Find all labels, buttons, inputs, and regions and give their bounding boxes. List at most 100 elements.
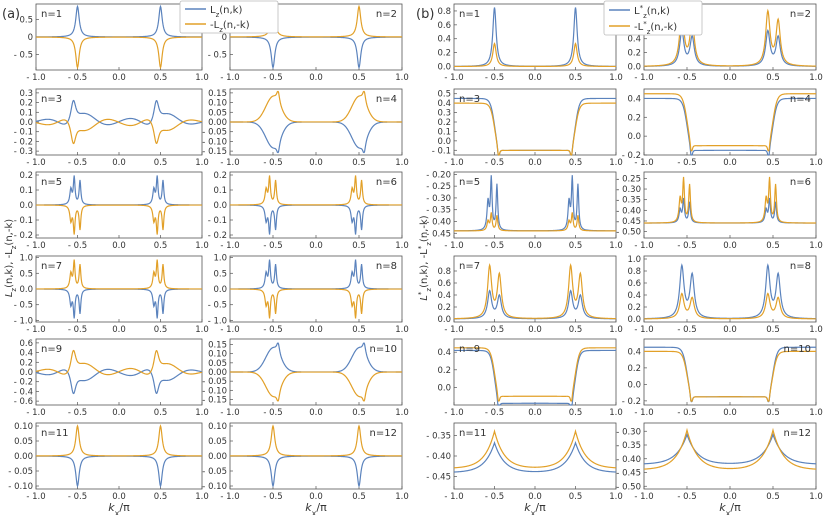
series-line-orange bbox=[35, 36, 203, 70]
x-tick-label: 0.5 bbox=[569, 73, 583, 83]
subplot-n-label: n=9 bbox=[41, 344, 62, 355]
y-tick-label: 0.8 bbox=[437, 7, 451, 17]
y-tick-label: - 0.50 bbox=[616, 228, 641, 238]
y-tick-label: 0.0 bbox=[19, 285, 33, 295]
x-tick-label: 0.5 bbox=[352, 325, 366, 335]
y-tick-label: 0.00 bbox=[14, 452, 33, 462]
y-tick-label: 0.4 bbox=[627, 347, 641, 357]
y-tick-label: - 0.45 bbox=[426, 473, 451, 483]
panel-label-b: (b) bbox=[416, 7, 434, 22]
x-tick-label: - 0.5 bbox=[485, 241, 504, 251]
subplot-n5-b: - 0.20 - 0.25 - 0.30 - 0.35 - 0.40- 0.45 - 1.… bbox=[426, 170, 622, 251]
x-tick-label: - 1.0 bbox=[634, 241, 653, 251]
x-tick-label: 0.5 bbox=[569, 241, 583, 251]
y-tick-label: - 0.25 bbox=[426, 182, 451, 192]
subplot-n-label: n=9 bbox=[459, 344, 480, 355]
legend-b: L*z(n,k) -L*z(n,-k) bbox=[603, 0, 703, 36]
x-tick-label: - 0.5 bbox=[485, 73, 504, 83]
y-tick-label: 0.4 bbox=[627, 94, 641, 104]
y-tick-label: 0.10 bbox=[14, 422, 33, 432]
y-tick-label: 0.4 bbox=[19, 349, 33, 359]
y-tick-label: 0.0 bbox=[627, 132, 641, 142]
y-tick-label: 0.2 bbox=[19, 171, 33, 181]
y-tick-label: 0.00 bbox=[208, 118, 227, 128]
series-line-orange bbox=[644, 292, 816, 320]
x-tick-label: - 1.0 bbox=[26, 325, 45, 335]
x-tick-label: 0.5 bbox=[569, 325, 583, 335]
x-tick-label: - 1.0 bbox=[444, 241, 463, 251]
y-tick-label: - 0.2 bbox=[14, 378, 33, 388]
x-tick-label: - 1.0 bbox=[26, 408, 45, 418]
series-line-orange bbox=[454, 42, 616, 68]
x-tick-label: 0.0 bbox=[112, 325, 126, 335]
y-tick-label: - 0.10 bbox=[8, 482, 33, 492]
series-line-orange bbox=[453, 262, 617, 320]
x-tick-label: - 1.0 bbox=[444, 73, 463, 83]
y-tick-label: - 0.25 bbox=[616, 174, 641, 184]
x-tick-label: - 0.5 bbox=[68, 241, 87, 251]
y-tick-label: 0.4 bbox=[437, 348, 451, 358]
subplot-n-label: n=6 bbox=[790, 177, 811, 188]
x-tick-label: - 0.5 bbox=[263, 325, 282, 335]
y-tick-label: 0.2 bbox=[19, 358, 33, 368]
y-tick-label: - 0.35 bbox=[616, 196, 641, 206]
x-tick-label: 0.0 bbox=[309, 325, 323, 335]
series-line-orange bbox=[229, 4, 403, 38]
y-tick-label: 0.15 bbox=[208, 341, 227, 351]
x-tick-label: 1.0 bbox=[809, 241, 823, 251]
y-tick-label: - 0.2 bbox=[622, 397, 641, 407]
subplot-n6-b: - 0.25- 0.30- 0.35- 0.40- 0.45- 0.50 - 1.… bbox=[616, 171, 823, 251]
x-tick-label: 1.0 bbox=[609, 492, 623, 502]
y-tick-label: - 0.40 bbox=[426, 452, 451, 462]
subplot-n-label: n=3 bbox=[459, 94, 480, 105]
y-tick-label: 0.8 bbox=[437, 267, 451, 277]
y-tick-label: 0.00 bbox=[208, 452, 227, 462]
x-tick-label: 0.0 bbox=[309, 158, 323, 168]
y-tick-label: - 0.1 bbox=[432, 146, 451, 156]
x-tick-label: 0.0 bbox=[528, 73, 542, 83]
y-tick-label: - 0.20 bbox=[426, 170, 451, 180]
y-tick-label: 0.4 bbox=[437, 35, 451, 45]
x-tick-label: - 1.0 bbox=[220, 408, 239, 418]
x-tick-label: - 1.0 bbox=[444, 492, 463, 502]
subplot-n9-b: 0.4 0.2 0.0 - 1.0 - 0.5 0.0 0.5 1.0 n=9 bbox=[437, 338, 623, 418]
y-tick-label: 0.0 bbox=[437, 315, 451, 325]
y-tick-label: 0.2 bbox=[627, 303, 641, 313]
x-tick-label: 1.0 bbox=[195, 73, 209, 83]
subplot-n10-b: 0.4 0.2 0.0 - 0.2- 1.0 - 0.5 0.0 0.5 1.0 n=10 bbox=[622, 338, 823, 418]
subplot-n4-a: 0.150.100.050.00- 0.05- 0.10- 0.15- 1.0 -… bbox=[202, 88, 409, 168]
y-tick-label: 0.05 bbox=[208, 108, 227, 118]
y-tick-label: - 0.40 bbox=[426, 218, 451, 228]
x-tick-label: 1.0 bbox=[809, 158, 823, 168]
series-line-orange bbox=[644, 176, 816, 224]
y-tick-label: - 0.10 bbox=[202, 386, 227, 396]
x-tick-label: - 1.0 bbox=[444, 158, 463, 168]
subplot-n12-a: 0.10 0.05 0.00 - 0.05 - 0.10- 1.0 - 0.5 0.0 0.5… bbox=[202, 422, 408, 502]
x-tick-label: 1.0 bbox=[395, 158, 409, 168]
y-tick-label: - 0.4 bbox=[14, 387, 33, 397]
x-tick-label: - 0.5 bbox=[485, 408, 504, 418]
x-tick-label: 0.5 bbox=[352, 73, 366, 83]
y-tick-label: - 0.35 bbox=[426, 431, 451, 441]
panel-label-a: (a) bbox=[2, 7, 20, 22]
y-tick-label: - 0.3 bbox=[14, 147, 33, 157]
y-tick-label: 0.05 bbox=[208, 437, 227, 447]
series-line-blue bbox=[643, 432, 817, 465]
x-tick-label: 1.0 bbox=[609, 73, 623, 83]
x-tick-label: - 1.0 bbox=[634, 492, 653, 502]
x-tick-label: - 0.5 bbox=[485, 158, 504, 168]
series-line-orange bbox=[644, 350, 816, 402]
legend-b-entry-2: -L*z(n,-k) bbox=[634, 20, 677, 36]
y-tick-label: 0.4 bbox=[627, 35, 641, 45]
x-tick-label: 0.5 bbox=[154, 73, 168, 83]
subplot-n-label: n=1 bbox=[459, 9, 480, 20]
x-tick-label: - 0.5 bbox=[677, 241, 696, 251]
subplot-n7-b: 0.80.60.40.20.0- 1.0- 0.5 0.0 0.5 1.0n=7 bbox=[437, 255, 623, 335]
x-tick-label: - 1.0 bbox=[220, 158, 239, 168]
x-tick-label: 0.0 bbox=[723, 408, 737, 418]
subplot-n3-a: 0.30.20.10.0- 0.1- 0.2- 0.3- 1.0- 0.5 0.0… bbox=[14, 88, 209, 168]
subplot-n1-a: 0.5 0 - 0.5 - 1.0 - 0.5 0.0 0.5 1.0 n=1 bbox=[14, 3, 209, 83]
subplot-n-label: n=7 bbox=[41, 261, 62, 272]
series-line-orange bbox=[643, 427, 817, 470]
